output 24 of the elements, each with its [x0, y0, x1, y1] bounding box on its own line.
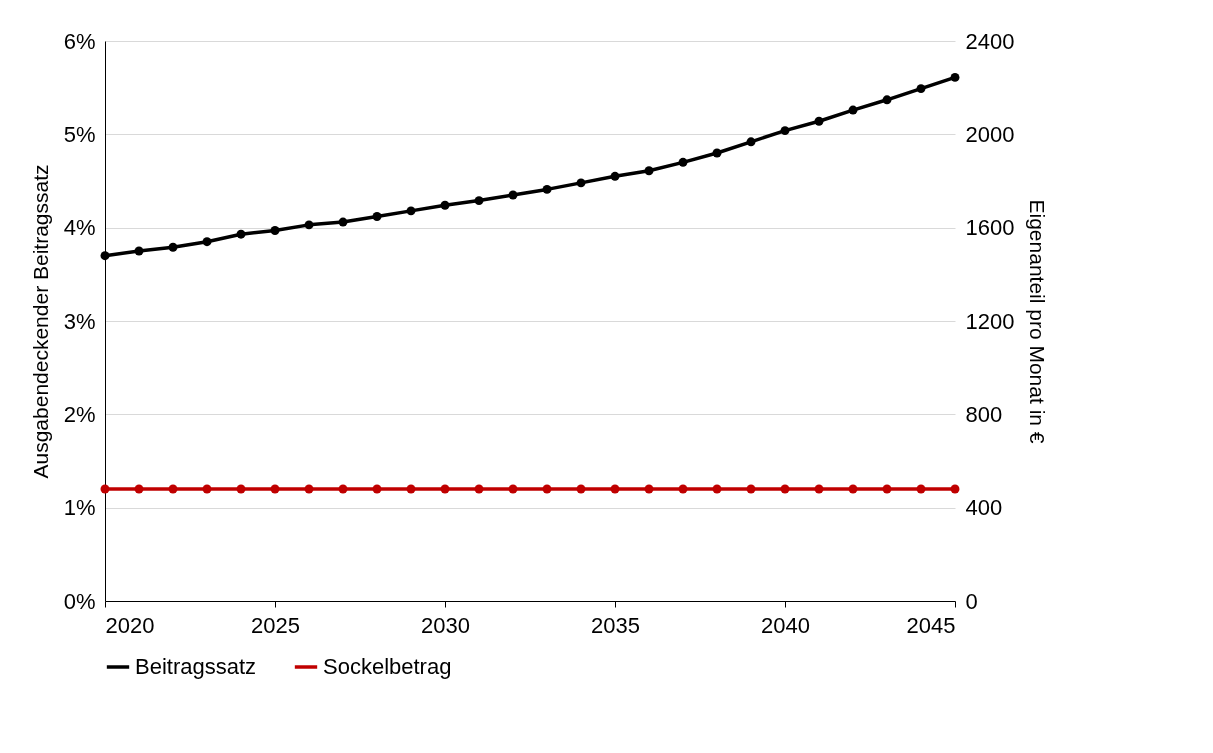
- y-tick-label: 2%: [63, 401, 96, 427]
- y2-axis-title: Eigenanteil pro Monat in €: [1026, 199, 1050, 444]
- y2-tick-label: 2400: [965, 28, 1015, 54]
- y-tick-label: 6%: [63, 28, 96, 54]
- x-tick-label: 2020: [105, 612, 155, 638]
- x-tick-label: 2030: [421, 612, 470, 638]
- y-tick-label: 1%: [63, 495, 96, 521]
- x-tick-label: 2045: [906, 612, 956, 638]
- legend-label: Sockelbetrag: [323, 654, 452, 679]
- y-tick-label: 5%: [63, 121, 96, 147]
- y2-tick-label: 400: [965, 495, 1003, 521]
- y-tick-label: 4%: [63, 215, 96, 241]
- y-tick-label: 0%: [63, 588, 96, 614]
- x-tick-label: 2035: [591, 612, 640, 638]
- x-tick-label: 2025: [251, 612, 300, 638]
- legend-label: Beitragssatz: [135, 654, 257, 679]
- y2-tick-label: 800: [965, 401, 1003, 427]
- y2-tick-label: 0: [965, 588, 978, 614]
- y2-tick-label: 1600: [965, 215, 1015, 241]
- y2-tick-label: 1200: [965, 308, 1015, 334]
- y-axis-title: Ausgabendeckender Beitragssatz: [28, 164, 52, 479]
- y2-tick-label: 2000: [965, 121, 1015, 147]
- x-tick-label: 2040: [761, 612, 810, 638]
- y-tick-label: 3%: [63, 308, 96, 334]
